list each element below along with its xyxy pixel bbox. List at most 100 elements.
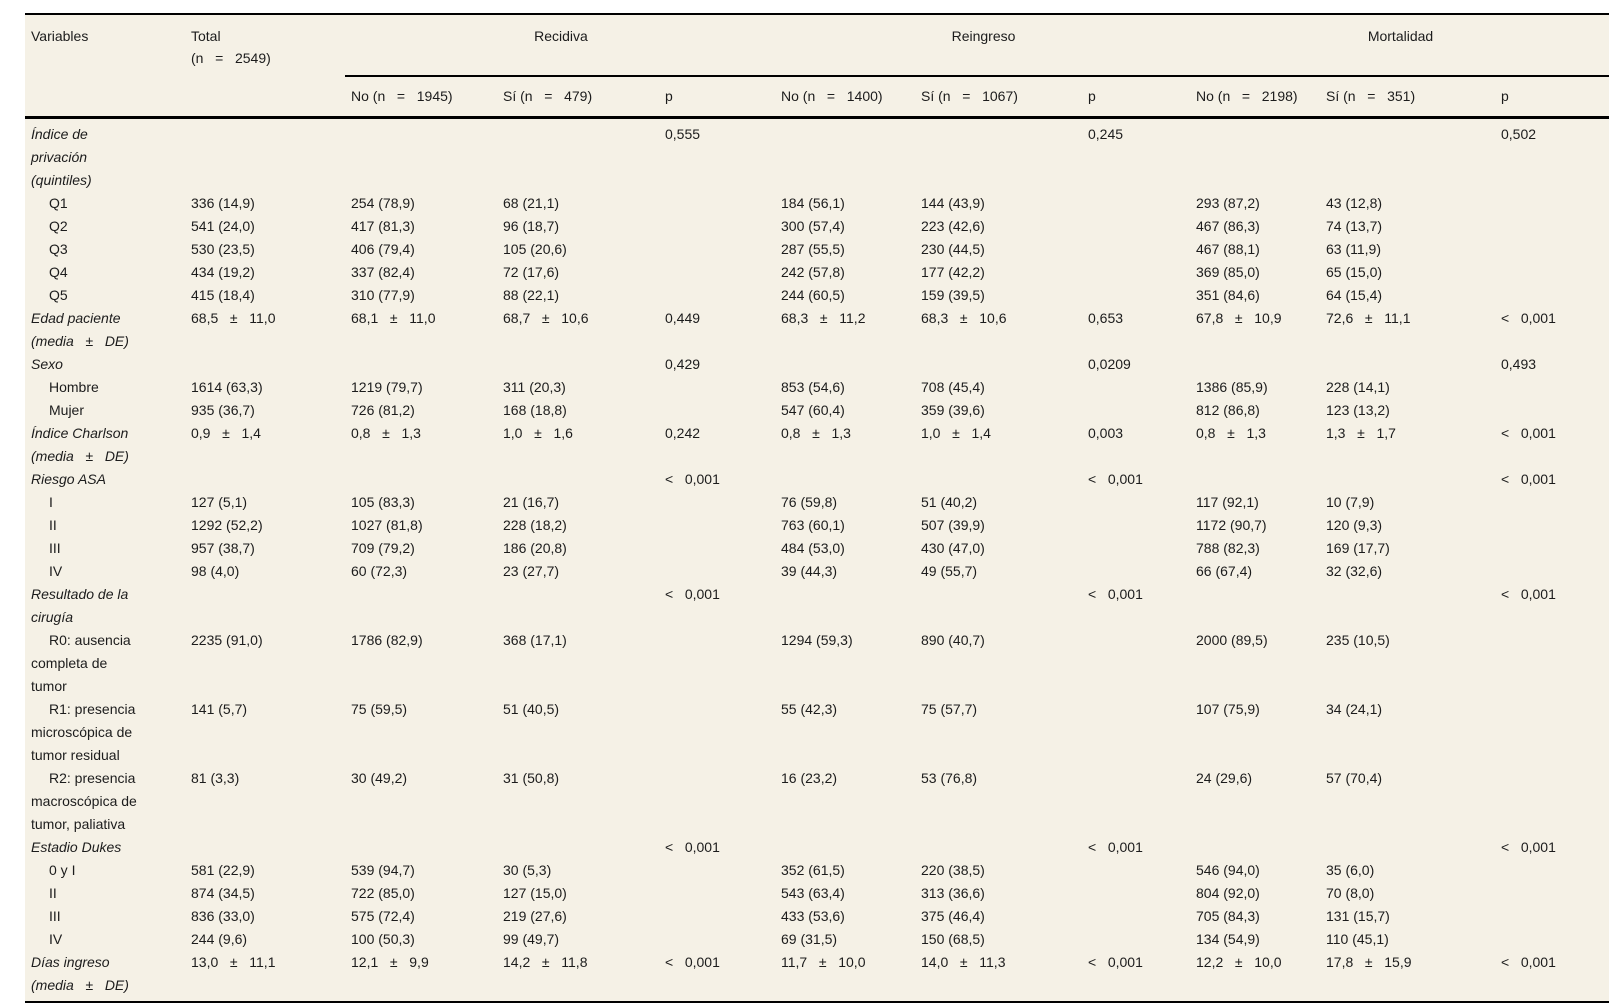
cell-mortalidad-p [1495, 537, 1609, 560]
cell-reingreso-si: 359 (39,6) [921, 402, 985, 418]
col-header-mortalidad-p: p [1501, 88, 1509, 104]
cell-reingreso-p [1082, 399, 1190, 422]
cell-recidiva-si: 68,7 ± 10,6 [503, 310, 589, 326]
cell-reingreso-si [915, 583, 1082, 629]
cell-recidiva-no: 30 (49,2) [351, 770, 408, 786]
cell-recidiva-no: 1219 (79,7) [351, 379, 423, 395]
row-label: Q3 [49, 241, 68, 257]
cell-recidiva-si: 14,2 ± 11,8 [503, 954, 588, 970]
row-label: R1: presencia microscópica de tumor resi… [31, 701, 136, 763]
cell-mortalidad-p: < 0,001 [1501, 425, 1556, 441]
cell-total: 336 (14,9) [191, 195, 255, 211]
cell-recidiva-p [659, 928, 775, 951]
cell-reingreso-p [1082, 928, 1190, 951]
col-header-total: Total (n = 2549) [191, 28, 271, 66]
cell-reingreso-no: 300 (57,4) [781, 218, 845, 234]
cell-mortalidad-p: < 0,001 [1501, 586, 1556, 602]
table-row: IV 244 (9,6) 100 (50,3) 99 (49,7) 69 (31,5) 1… [25, 928, 1609, 951]
cell-mortalidad-si: 123 (13,2) [1326, 402, 1390, 418]
cell-mortalidad-p [1495, 560, 1609, 583]
cell-mortalidad-p: 0,502 [1495, 116, 1609, 192]
cell-mortalidad-si: 65 (15,0) [1326, 264, 1383, 280]
clinical-statistics-table: Variables Total (n = 2549) Recidiva Rein… [25, 13, 1609, 1003]
cell-total: 836 (33,0) [191, 908, 255, 924]
cell-mortalidad-si: 34 (24,1) [1326, 701, 1383, 717]
col-header-mortalidad-si: Sí (n = 351) [1326, 88, 1416, 104]
cell-recidiva-no: 105 (83,3) [351, 494, 415, 510]
cell-reingreso-si: 177 (42,2) [921, 264, 985, 280]
row-label: Q4 [49, 264, 68, 280]
cell-recidiva-si: 23 (27,7) [503, 563, 560, 579]
row-label: Índice de privación (quintiles) [25, 116, 185, 192]
cell-reingreso-p: 0,0209 [1088, 356, 1131, 372]
cell-reingreso-no: 484 (53,0) [781, 540, 845, 556]
row-label: R0: ausencia completa de tumor [31, 632, 131, 694]
cell-recidiva-si: 368 (17,1) [503, 632, 567, 648]
cell-total: 415 (18,4) [191, 287, 255, 303]
cell-recidiva-no: 406 (79,4) [351, 241, 415, 257]
cell-total: 2235 (91,0) [191, 632, 263, 648]
cell-mortalidad-no: 66 (67,4) [1196, 563, 1253, 579]
cell-recidiva-p [659, 698, 775, 767]
cell-reingreso-no: 16 (23,2) [781, 770, 838, 786]
cell-recidiva-no: 417 (81,3) [351, 218, 415, 234]
cell-recidiva-no: 310 (77,9) [351, 287, 415, 303]
cell-reingreso-no: 55 (42,3) [781, 701, 838, 717]
col-header-recidiva-si: Sí (n = 479) [503, 88, 593, 104]
col-header-reingreso-no: No (n = 1400) [781, 88, 883, 104]
cell-reingreso-p: 0,245 [1082, 116, 1190, 192]
table-row: Días ingreso (media ± DE) 13,0 ± 11,1 12,1… [25, 951, 1609, 1002]
cell-mortalidad-p [1495, 261, 1609, 284]
statistics-table-container: Variables Total (n = 2549) Recidiva Rein… [25, 13, 1609, 1003]
cell-mortalidad-si [1320, 836, 1495, 859]
table-row: R1: presencia microscópica de tumor resi… [25, 698, 1609, 767]
table-row: Q3 530 (23,5) 406 (79,4) 105 (20,6) 287 (55,… [25, 238, 1609, 261]
cell-total: 141 (5,7) [191, 701, 248, 717]
cell-reingreso-no: 1294 (59,3) [781, 632, 853, 648]
cell-mortalidad-no: 804 (92,0) [1196, 885, 1260, 901]
cell-reingreso-p [1082, 905, 1190, 928]
cell-recidiva-p [659, 560, 775, 583]
cell-total: 541 (24,0) [191, 218, 255, 234]
cell-reingreso-si: 49 (55,7) [921, 563, 978, 579]
table-row: Resultado de la cirugía < 0,001 < 0,001 < 0… [25, 583, 1609, 629]
col-header-reingreso-p: p [1088, 88, 1096, 104]
cell-mortalidad-si [1320, 468, 1495, 491]
cell-mortalidad-p [1495, 767, 1609, 836]
row-label: IV [49, 931, 63, 947]
cell-mortalidad-no: 117 (92,1) [1196, 494, 1259, 510]
table-row: Índice Charlson (media ± DE) 0,9 ± 1,4 0,8… [25, 422, 1609, 468]
cell-mortalidad-p: < 0,001 [1501, 471, 1556, 487]
cell-recidiva-p [659, 537, 775, 560]
cell-reingreso-no: 433 (53,6) [781, 908, 845, 924]
table-row: R0: ausencia completa de tumor 2235 (91,0… [25, 629, 1609, 698]
row-label: Q1 [49, 195, 68, 211]
cell-reingreso-si: 144 (43,9) [921, 195, 985, 211]
cell-mortalidad-no: 1172 (90,7) [1196, 517, 1267, 533]
cell-recidiva-si [497, 353, 659, 376]
group-header-reingreso: Reingreso [775, 14, 1190, 77]
cell-mortalidad-no: 107 (75,9) [1196, 701, 1260, 717]
table-row: Q4 434 (19,2) 337 (82,4) 72 (17,6) 242 (57,8… [25, 261, 1609, 284]
row-label: Hombre [49, 379, 99, 395]
cell-reingreso-p: 0,003 [1088, 425, 1124, 441]
table-row: I 127 (5,1) 105 (83,3) 21 (16,7) 76 (59,8) 51… [25, 491, 1609, 514]
cell-reingreso-no [775, 353, 915, 376]
cell-total [185, 468, 345, 491]
table-row: II 1292 (52,2) 1027 (81,8) 228 (18,2) 763 (6… [25, 514, 1609, 537]
cell-mortalidad-p [1495, 192, 1609, 215]
col-header-recidiva-p: p [665, 88, 673, 104]
cell-mortalidad-p [1495, 399, 1609, 422]
cell-reingreso-p [1082, 882, 1190, 905]
row-label: R2: presencia macroscópica de tumor, pal… [31, 770, 137, 832]
cell-recidiva-p: < 0,001 [665, 586, 720, 602]
col-header-variables: Variables [31, 28, 89, 44]
cell-reingreso-p [1082, 859, 1190, 882]
cell-mortalidad-no: 788 (82,3) [1196, 540, 1260, 556]
table-row: III 957 (38,7) 709 (79,2) 186 (20,8) 484 (53… [25, 537, 1609, 560]
col-header-reingreso-si: Sí (n = 1067) [921, 88, 1018, 104]
cell-reingreso-si: 313 (36,6) [921, 885, 985, 901]
cell-recidiva-si [497, 836, 659, 859]
cell-recidiva-no: 68,1 ± 11,0 [351, 310, 436, 326]
cell-reingreso-p: 0,653 [1088, 310, 1124, 326]
